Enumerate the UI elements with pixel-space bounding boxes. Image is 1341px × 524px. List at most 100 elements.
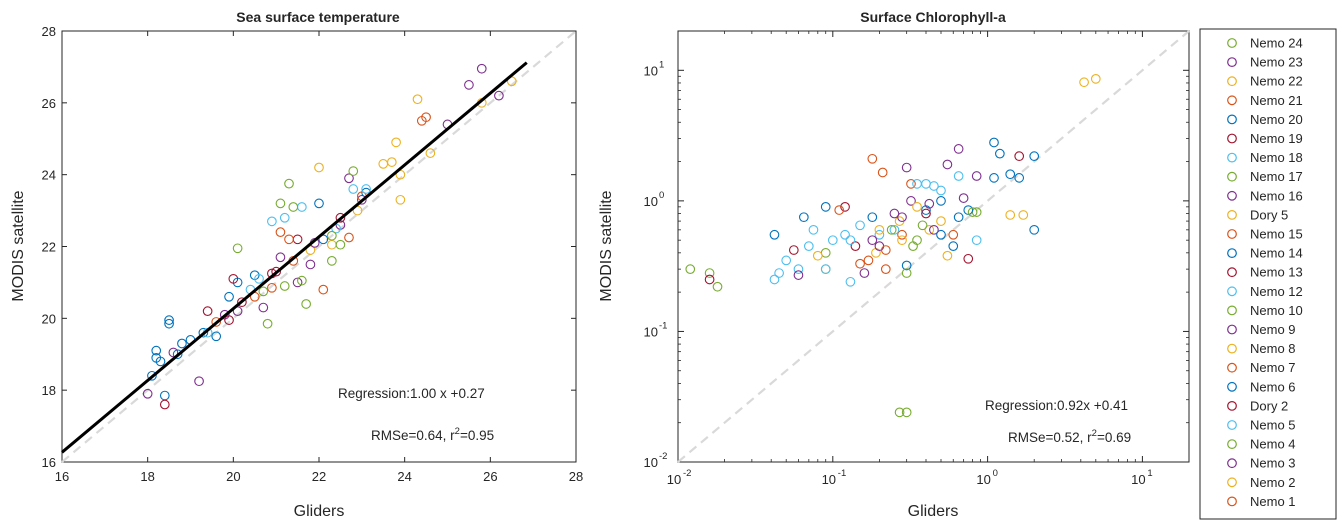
legend-marker	[1227, 362, 1237, 373]
x-tick-label: 10	[822, 472, 836, 487]
y-tick-label: 24	[42, 168, 56, 183]
x-tick-label: 10	[976, 472, 990, 487]
data-point	[258, 302, 269, 313]
legend-item: Nemo 23	[1227, 55, 1303, 70]
legend-label: Nemo 22	[1250, 74, 1303, 89]
legend-label: Nemo 9	[1250, 322, 1296, 337]
legend-label: Nemo 12	[1250, 284, 1303, 299]
legend-marker	[1227, 57, 1237, 67]
legend-item: Nemo 18	[1227, 150, 1303, 165]
x-tick-label: 22	[312, 469, 326, 484]
data-point	[356, 194, 367, 205]
legend-label: Nemo 16	[1250, 188, 1303, 203]
legend-marker	[1227, 190, 1237, 201]
y-tick-exponent: 0	[659, 190, 664, 201]
data-point	[793, 264, 804, 274]
legend-marker	[1227, 267, 1237, 278]
legend-item: Nemo 2	[1227, 475, 1296, 490]
legend-item: Nemo 22	[1227, 74, 1303, 89]
legend-item: Nemo 14	[1227, 246, 1303, 261]
legend: Nemo 24 Nemo 23 Nemo 22 Nemo 21 Nemo 20 Nemo …	[1199, 28, 1337, 520]
legend-label: Dory 2	[1250, 398, 1288, 413]
x-tick-label: 24	[397, 469, 411, 484]
data-point	[267, 216, 277, 227]
data-point	[177, 338, 187, 349]
data-point	[808, 224, 819, 235]
one-to-one-line	[61, 30, 577, 463]
x-axis-label: Gliders	[908, 503, 959, 520]
data-point	[386, 157, 397, 167]
data-point	[168, 347, 179, 358]
legend-label: Nemo 21	[1250, 93, 1303, 108]
data-point	[348, 166, 359, 176]
x-tick-label: 18	[140, 469, 154, 484]
data-point	[901, 162, 912, 173]
y-tick-label: 26	[42, 96, 56, 111]
legend-label: Nemo 17	[1250, 169, 1303, 184]
data-point	[953, 212, 964, 223]
legend-marker	[1227, 229, 1237, 239]
data-point	[880, 264, 891, 274]
legend-label: Nemo 15	[1250, 227, 1303, 242]
legend-marker	[1227, 38, 1237, 48]
legend-box	[1199, 28, 1337, 520]
data-point	[301, 299, 312, 309]
legend-marker	[1227, 381, 1237, 392]
legend-label: Nemo 18	[1250, 150, 1303, 165]
legend-label: Nemo 20	[1250, 112, 1303, 127]
legend-marker	[1227, 152, 1237, 163]
data-point	[237, 297, 247, 308]
legend-marker	[1227, 477, 1237, 488]
legend-item: Dory 5	[1227, 207, 1288, 222]
legend-marker	[1227, 171, 1237, 182]
r-squared-value: =0.69	[1097, 430, 1131, 445]
legend-item: Nemo 1	[1227, 494, 1296, 509]
data-point	[172, 349, 183, 360]
data-point	[812, 250, 823, 261]
y-tick-exponent: -1	[659, 320, 667, 331]
data-point	[845, 276, 856, 287]
legend-item: Nemo 8	[1227, 341, 1296, 356]
x-tick-label: 28	[569, 469, 583, 484]
data-point	[142, 388, 153, 399]
data-point	[159, 399, 170, 410]
data-point	[850, 241, 861, 251]
data-point	[880, 245, 891, 255]
rmse-text: RMSe=0.52, r	[1008, 430, 1092, 445]
data-point	[224, 315, 234, 325]
chart-title: Sea surface temperature	[236, 9, 400, 25]
x-tick-exponent: -1	[838, 468, 846, 479]
legend-marker	[1227, 343, 1237, 354]
data-point	[228, 273, 239, 284]
line-group	[677, 30, 1190, 463]
data-point	[953, 144, 964, 154]
legend-marker	[1227, 114, 1237, 125]
data-point	[335, 239, 346, 250]
data-point	[1005, 210, 1016, 220]
regression-annotation: Regression:0.92x +0.41	[985, 398, 1128, 413]
legend-label: Nemo 2	[1250, 475, 1296, 490]
data-point	[963, 205, 974, 215]
data-point	[897, 235, 907, 246]
legend-item: Nemo 6	[1227, 379, 1296, 394]
data-point	[921, 208, 931, 219]
legend-item: Nemo 13	[1227, 265, 1303, 280]
data-point	[971, 171, 982, 181]
data-point	[948, 229, 959, 240]
data-point	[942, 159, 953, 170]
data-point	[897, 229, 907, 240]
data-point	[275, 198, 286, 209]
x-tick-exponent: 0	[993, 468, 998, 479]
data-point	[798, 212, 809, 223]
y-tick-label: 10	[644, 324, 658, 339]
y-tick-label: 28	[42, 24, 56, 39]
data-point	[936, 185, 946, 196]
rmse-annotation: RMSe=0.52, r2=0.69	[1008, 428, 1131, 445]
data-point	[889, 208, 900, 219]
data-point	[889, 224, 900, 235]
x-axis-label: Gliders	[294, 503, 345, 520]
legend-label: Nemo 4	[1250, 437, 1296, 452]
legend-marker	[1227, 496, 1237, 507]
data-point	[1029, 151, 1040, 162]
data-point	[867, 153, 878, 164]
